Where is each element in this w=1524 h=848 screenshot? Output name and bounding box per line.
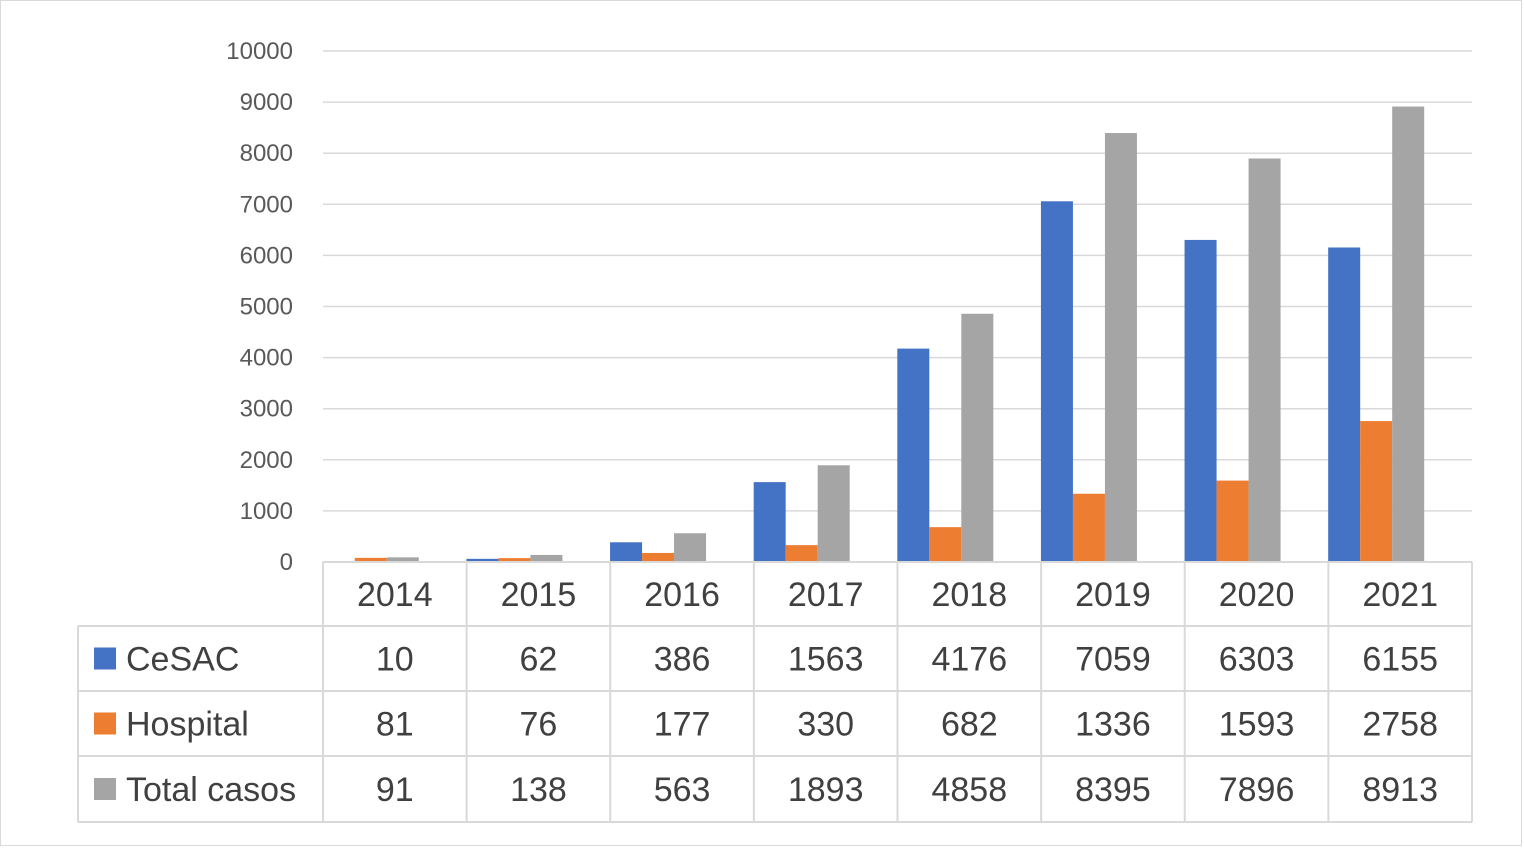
- bar-total-casos-2017: [817, 465, 850, 562]
- bar-cesac-2015: [466, 558, 499, 562]
- data-label-cesac-2015: 62: [520, 641, 558, 679]
- bar-total-casos-2014: [386, 557, 419, 562]
- bar-hospital-2016: [642, 552, 675, 562]
- y-axis-tick-labels: 0 1000 2000 3000 4000 5000 6000 7000 8000 9000 100…: [226, 38, 293, 576]
- bar-cesac-2019: [1040, 201, 1073, 562]
- category-label-2017: 2017: [788, 576, 864, 614]
- bar-total-casos-2015: [530, 554, 563, 562]
- data-label-hospital-2014: 81: [376, 706, 414, 744]
- y-tick-label: 1000: [240, 498, 293, 525]
- legend-key-hospital: [94, 712, 116, 735]
- series-label-cesac: CeSAC: [126, 641, 239, 679]
- legend-key-total-casos: [94, 778, 116, 800]
- bar-hospital-2017: [785, 545, 818, 562]
- legend-key-cesac: [94, 647, 116, 670]
- y-tick-label: 8000: [240, 140, 293, 167]
- bars: [322, 106, 1425, 563]
- y-tick-label: 9000: [240, 89, 293, 116]
- data-label-total-casos-2017: 1893: [788, 771, 864, 809]
- data-label-total-casos-2021: 8913: [1362, 771, 1438, 809]
- data-label-cesac-2017: 1563: [788, 641, 864, 679]
- y-tick-label: 7000: [240, 191, 293, 218]
- category-label-2019: 2019: [1075, 576, 1151, 614]
- data-label-cesac-2016: 386: [654, 641, 711, 679]
- category-label-2016: 2016: [644, 576, 720, 614]
- data-label-cesac-2020: 6303: [1219, 641, 1295, 679]
- data-label-hospital-2021: 2758: [1362, 706, 1438, 744]
- bar-total-casos-2018: [961, 313, 994, 562]
- bar-total-casos-2016: [674, 533, 707, 562]
- data-label-total-casos-2014: 91: [376, 771, 414, 809]
- y-tick-label: 5000: [240, 294, 293, 321]
- data-label-cesac-2018: 4176: [931, 641, 1007, 679]
- bar-total-casos-2019: [1104, 133, 1137, 562]
- bar-hospital-2018: [929, 527, 962, 562]
- bar-hospital-2020: [1216, 480, 1249, 562]
- bar-total-casos-2021: [1392, 106, 1425, 562]
- data-label-hospital-2017: 330: [797, 706, 854, 744]
- data-label-hospital-2020: 1593: [1219, 706, 1295, 744]
- category-label-2014: 2014: [357, 576, 433, 614]
- data-label-total-casos-2015: 138: [510, 771, 567, 809]
- data-label-hospital-2019: 1336: [1075, 706, 1151, 744]
- data-label-hospital-2018: 682: [941, 706, 998, 744]
- category-label-2018: 2018: [931, 576, 1007, 614]
- data-label-hospital-2015: 76: [520, 706, 558, 744]
- data-label-hospital-2016: 177: [654, 706, 711, 744]
- bar-hospital-2015: [498, 558, 531, 562]
- data-label-total-casos-2019: 8395: [1075, 771, 1151, 809]
- data-label-cesac-2019: 7059: [1075, 641, 1151, 679]
- bar-cesac-2017: [753, 482, 786, 562]
- y-tick-label: 2000: [240, 447, 293, 474]
- data-label-total-casos-2016: 563: [654, 771, 711, 809]
- y-tick-label: 10000: [226, 38, 293, 65]
- category-label-2020: 2020: [1219, 576, 1295, 614]
- bar-cesac-2021: [1328, 247, 1361, 563]
- data-label-cesac-2014: 10: [376, 641, 414, 679]
- category-label-2021: 2021: [1362, 576, 1438, 614]
- bar-cesac-2016: [610, 542, 643, 562]
- bar-hospital-2019: [1072, 493, 1105, 562]
- bar-cesac-2018: [897, 348, 930, 562]
- data-label-total-casos-2020: 7896: [1219, 771, 1295, 809]
- y-tick-label: 6000: [240, 242, 293, 269]
- bar-hospital-2014: [354, 557, 387, 562]
- data-label-cesac-2021: 6155: [1362, 641, 1438, 679]
- bar-cesac-2020: [1184, 239, 1217, 563]
- y-tick-label: 4000: [240, 345, 293, 372]
- y-tick-label: 0: [280, 549, 293, 576]
- category-label-2015: 2015: [501, 576, 577, 614]
- data-label-total-casos-2018: 4858: [931, 771, 1007, 809]
- bar-total-casos-2020: [1248, 158, 1281, 562]
- series-label-hospital: Hospital: [126, 706, 249, 744]
- bar-hospital-2021: [1360, 421, 1393, 562]
- series-label-total-casos: Total casos: [126, 771, 296, 809]
- data-table: 2014 2015 2016 2017 2018 2019 2020 2021 CeSAC 10 6…: [77, 561, 1473, 823]
- y-tick-label: 3000: [240, 396, 293, 423]
